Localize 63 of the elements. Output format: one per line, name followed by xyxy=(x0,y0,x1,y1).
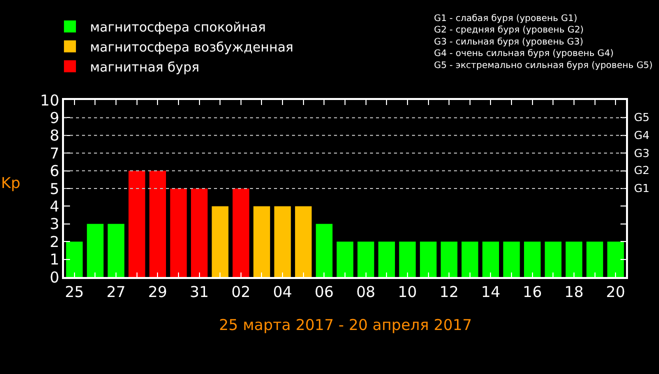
bar xyxy=(170,188,187,277)
y-tick-label: 10 xyxy=(40,91,60,110)
x-tick-label: 18 xyxy=(564,282,584,301)
y-tick-label: 9 xyxy=(50,108,60,127)
x-tick-label: 25 xyxy=(64,282,84,301)
y-tick-label: 8 xyxy=(50,126,60,145)
x-tick-label: 12 xyxy=(440,282,459,301)
bar xyxy=(399,242,416,277)
text: G1 - слабая буря (уровень G1) G2 - средняя буря (уровень G2) G3 - сильная буря (уровень G3) G4 - очень сильная буря (уровень G4) G5 - экстремально сильная буря (уровень G5) xyxy=(434,14,653,71)
x-tick-label: 04 xyxy=(273,282,292,301)
legend-label: магнитосфера возбужденная xyxy=(90,40,294,56)
x-tick-label: 31 xyxy=(190,282,209,301)
bar xyxy=(253,206,270,277)
bar xyxy=(503,242,520,277)
x-tick-label: 20 xyxy=(606,282,626,301)
bar xyxy=(86,224,104,277)
bar xyxy=(274,206,291,277)
ref-line-label: G4 xyxy=(634,129,650,142)
legend-label: магнитная буря xyxy=(90,60,200,76)
bar xyxy=(524,242,541,277)
x-tick-label: 29 xyxy=(148,282,168,301)
bar xyxy=(357,242,374,277)
ref-line-label: G2 xyxy=(634,164,650,177)
bar xyxy=(212,206,228,277)
y-tick-label: 5 xyxy=(50,180,60,198)
ref-line-label: G3 xyxy=(634,147,650,160)
y-axis-title: Kp xyxy=(1,174,20,192)
bar xyxy=(420,242,437,277)
ref-line-label: G1 xyxy=(634,182,650,195)
bar xyxy=(462,242,478,277)
x-tick-label: 14 xyxy=(481,282,500,301)
y-tick-label: 3 xyxy=(50,215,60,234)
bar xyxy=(149,170,166,277)
bar xyxy=(378,242,395,277)
bar xyxy=(295,206,312,277)
bar xyxy=(66,242,83,277)
x-tick-label: 02 xyxy=(231,282,250,301)
bar xyxy=(544,242,562,277)
x-tick-label: 16 xyxy=(522,282,542,301)
bar xyxy=(232,188,250,277)
bar xyxy=(586,242,604,277)
bar xyxy=(128,170,146,277)
x-axis-title: 25 марта 2017 - 20 апреля 2017 xyxy=(219,316,472,334)
bar xyxy=(108,224,124,277)
y-tick-label: 7 xyxy=(50,144,60,162)
bar xyxy=(607,242,624,277)
bar xyxy=(190,188,208,277)
x-tick-label: 10 xyxy=(398,282,417,301)
bar xyxy=(566,242,582,277)
x-tick-label: 06 xyxy=(314,282,334,301)
ref-line-label: G5 xyxy=(634,111,650,124)
bar xyxy=(316,224,333,277)
x-tick-label: 08 xyxy=(356,282,376,301)
y-tick-label: 6 xyxy=(50,162,60,180)
bar xyxy=(482,242,500,277)
bar xyxy=(440,242,458,277)
x-tick-label: 27 xyxy=(106,282,126,301)
y-tick-label: 0 xyxy=(50,268,60,286)
y-tick-label: 4 xyxy=(50,197,60,216)
legend-label: магнитосфера спокойная xyxy=(90,20,266,36)
y-tick-label: 1 xyxy=(50,250,60,269)
bar xyxy=(336,242,354,277)
y-tick-label: 2 xyxy=(50,232,60,251)
